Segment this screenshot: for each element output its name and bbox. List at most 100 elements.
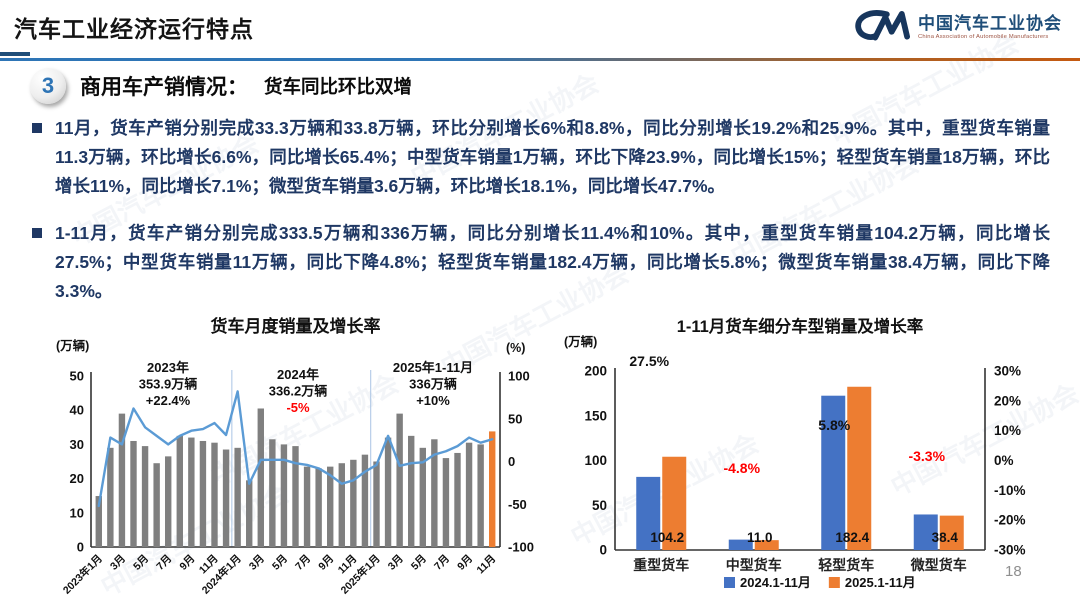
period-annotation: 336万辆 (409, 377, 457, 392)
period-annotation: +10% (416, 393, 450, 408)
section-title: 商用车产销情况： (80, 76, 248, 99)
growth-label: -3.3% (908, 448, 945, 464)
caam-logo-name: 中国汽车工业协会 (918, 13, 1062, 33)
sales-bar (118, 413, 126, 547)
caam-logo-mark-icon (852, 8, 910, 47)
value-label: 11.0 (747, 530, 773, 545)
x-tick-label: 7月 (432, 553, 452, 573)
sales-bar (280, 444, 288, 547)
sales-bar (419, 447, 426, 547)
sales-bar (246, 480, 253, 547)
sales-bar (431, 439, 438, 547)
sales-bar (211, 442, 218, 547)
bullet-list: 11月，货车产销分别完成33.3万辆和33.8万辆，环比分别增长6%和8.8%，… (30, 114, 1050, 324)
sales-bar (95, 496, 102, 547)
bar-2024 (728, 539, 753, 550)
sales-bar (222, 449, 230, 547)
bullet-square-icon (32, 123, 42, 133)
y-tick-right: -30% (994, 543, 1026, 558)
value-label: 38.4 (932, 530, 959, 545)
sales-bar (292, 446, 299, 547)
bar-2025 (662, 456, 687, 550)
y-tick-right: 30% (994, 364, 1021, 379)
left-axis-unit: (万辆) (564, 334, 597, 349)
caam-logo-subname: China Association of Automobile Manufact… (918, 34, 1049, 41)
sales-bar (107, 447, 114, 547)
y-tick-left: 50 (70, 369, 84, 384)
bullet-square-icon (32, 228, 42, 239)
period-annotation: -5% (286, 400, 310, 415)
sales-bar (477, 444, 484, 547)
sales-bar (130, 440, 137, 547)
category-label: 中型货车 (726, 557, 782, 573)
period-annotation: 2023年 (147, 360, 189, 375)
sales-bar (234, 447, 241, 547)
legend-label: 2025.1-11月 (845, 575, 916, 590)
right-axis-unit: (%) (506, 341, 525, 355)
period-annotation: +22.4% (146, 393, 191, 408)
x-tick-label: 3月 (386, 553, 406, 573)
sales-bar (199, 440, 207, 547)
bullet-text: 1-11月，货车产销分别完成333.5万辆和336万辆，同比分别增长11.4%和… (55, 223, 1050, 302)
section-subtitle: 货车同比环比双增 (264, 76, 413, 97)
page-number: 18 (1005, 563, 1022, 580)
sales-bar (361, 454, 369, 547)
x-tick-label: 7月 (154, 553, 174, 573)
header-divider-cap (0, 52, 30, 56)
left-axis-unit: (万辆) (56, 338, 89, 353)
y-tick-right: 0 (508, 454, 515, 469)
sales-bar (188, 437, 195, 547)
sales-bar (269, 439, 276, 547)
legend-swatch (828, 577, 840, 588)
sales-bar (141, 446, 149, 547)
x-tick-label: 3月 (108, 553, 128, 573)
x-tick-label: 9月 (316, 553, 336, 573)
y-tick-right: -50 (508, 497, 527, 512)
sales-bar (153, 463, 160, 547)
y-tick-right: 50 (508, 411, 522, 426)
y-tick-right: 20% (994, 393, 1021, 408)
bullet-text: 11月，货车产销分别完成33.3万辆和33.8万辆，环比分别增长6%和8.8%，… (55, 118, 1050, 197)
sales-bar (442, 458, 450, 547)
y-tick-left: 200 (584, 364, 607, 379)
value-label: 182.4 (835, 530, 869, 545)
period-annotation: 353.9万辆 (139, 377, 198, 392)
sales-bar (257, 408, 264, 547)
sales-bar (396, 413, 403, 547)
sales-bar (465, 442, 473, 547)
y-tick-right: 0% (994, 453, 1014, 468)
y-tick-right: 100 (508, 369, 530, 384)
y-tick-left: 30 (70, 437, 84, 452)
y-tick-left: 0 (599, 543, 607, 558)
x-tick-label: 11月 (475, 553, 499, 577)
category-label: 轻型货车 (818, 557, 874, 573)
legend-label: 2024.1-11月 (740, 575, 811, 590)
sales-bar (489, 431, 496, 547)
legend-swatch (724, 577, 735, 588)
bar-2025 (754, 540, 779, 550)
period-annotation: 336.2万辆 (269, 384, 328, 399)
growth-label: 5.8% (818, 417, 850, 433)
sales-bar (327, 466, 334, 547)
chart-title: 1-11月货车细分车型销量及增长率 (677, 316, 924, 336)
x-tick-label: 7月 (293, 553, 313, 573)
y-tick-left: 50 (592, 498, 607, 513)
x-tick-label: 5月 (270, 553, 290, 573)
x-tick-label: 5月 (409, 553, 429, 573)
growth-line (97, 390, 494, 508)
y-tick-left: 150 (584, 408, 607, 423)
growth-label: -4.8% (723, 460, 760, 476)
sales-bar (165, 456, 172, 547)
monthly-sales-chart: 货车月度销量及增长率 (万辆) (%) 0 10 20 30 40 50 100 50 0 -50 -10… (56, 316, 534, 597)
header-divider (0, 58, 1080, 61)
segment-sales-chart: 1-11月货车细分车型销量及增长率 (万辆) 0 50 100 150 200 30% 20% 1… (564, 316, 1026, 590)
bar-2025 (939, 515, 964, 550)
y-tick-right: -20% (994, 513, 1026, 528)
y-tick-right: 10% (994, 423, 1021, 438)
sales-bar (176, 435, 183, 547)
sales-bar (408, 435, 415, 547)
period-annotation: 2025年1-11月 (393, 360, 473, 375)
x-tick-label: 3月 (247, 553, 267, 573)
y-tick-right: -100 (508, 540, 534, 555)
sales-bar (454, 452, 461, 547)
